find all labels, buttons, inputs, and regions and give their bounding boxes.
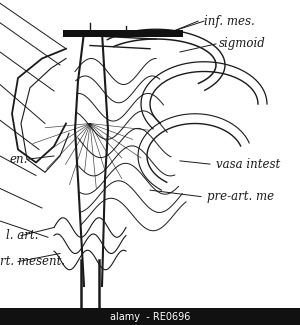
Text: en.: en.	[9, 153, 27, 166]
Text: l. art.: l. art.	[6, 229, 38, 242]
Text: rt. mesent.: rt. mesent.	[0, 255, 65, 268]
Text: vasa intest: vasa intest	[216, 158, 280, 171]
Text: inf. mes.: inf. mes.	[204, 15, 255, 28]
Bar	[0, 308, 300, 325]
Bar	[63, 30, 183, 37]
Text: sigmoid: sigmoid	[219, 37, 266, 50]
Text: alamy  - RE0696: alamy - RE0696	[110, 312, 190, 321]
Text: pre-art. me: pre-art. me	[207, 190, 274, 203]
